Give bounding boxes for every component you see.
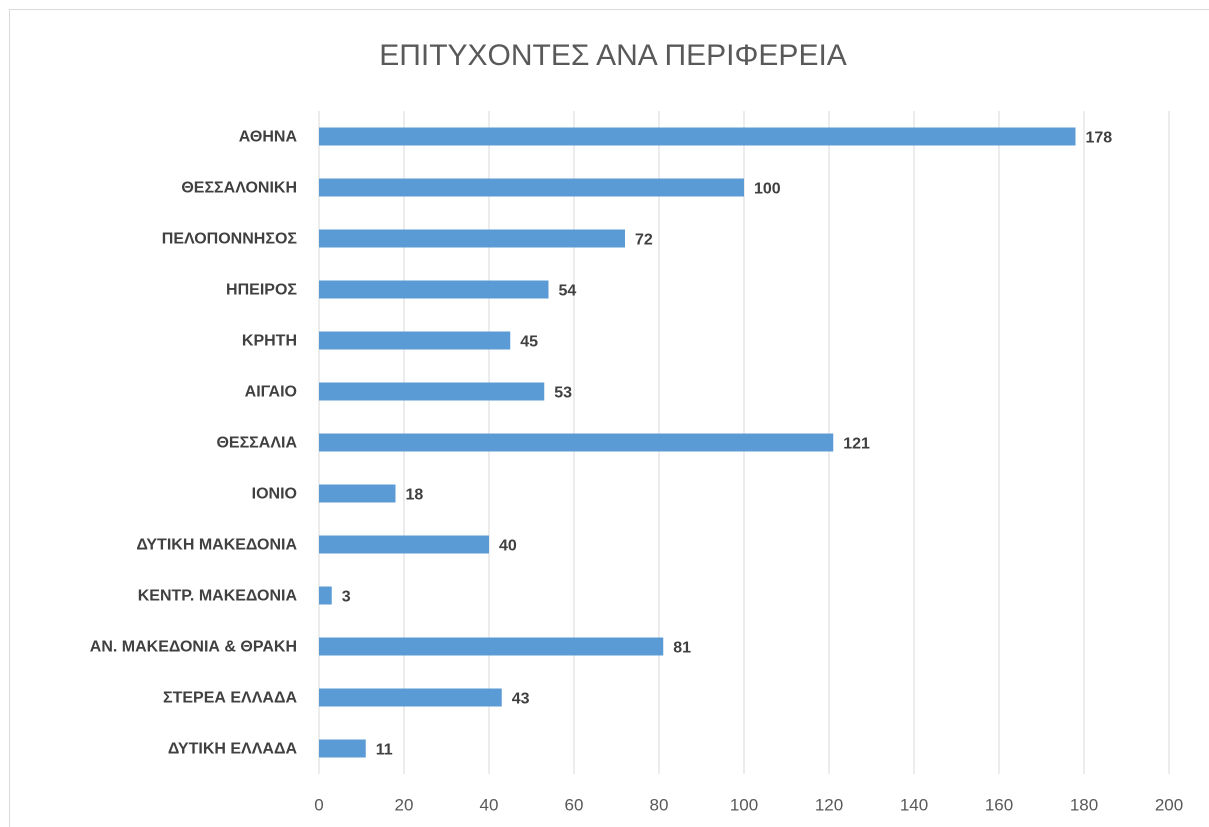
bar [319,433,834,452]
bar [319,280,549,299]
x-tick-label: 200 [1155,795,1183,814]
y-tick-label: ΣΤΕΡΕΑ ΕΛΛΑΔΑ [163,690,297,707]
x-tick-label: 160 [985,795,1013,814]
y-tick-label: ΙΟΝΙΟ [252,486,297,503]
x-tick-label: 100 [730,795,758,814]
bar [319,178,744,197]
x-tick-label: 20 [395,795,414,814]
data-label: 178 [1086,130,1113,147]
bar [319,535,489,554]
y-tick-label: ΑΙΓΑΙΟ [245,384,297,401]
bar [319,484,396,503]
y-tick-label: ΑΘΗΝΑ [239,129,298,146]
bar [319,331,511,350]
data-label: 72 [635,232,653,249]
bar [319,229,625,248]
y-tick-label: ΚΡΗΤΗ [242,333,297,350]
bar [319,127,1076,146]
data-label: 121 [843,436,870,453]
x-tick-label: 60 [565,795,584,814]
data-label: 43 [512,691,530,708]
y-tick-label: ΗΠΕΙΡΟΣ [226,282,297,299]
bar [319,739,366,758]
data-label: 18 [406,487,424,504]
data-label: 3 [342,589,351,606]
data-label: 53 [554,385,572,402]
x-tick-label: 140 [900,795,928,814]
bar [319,637,664,656]
y-tick-label: ΚΕΝΤΡ. ΜΑΚΕΔΟΝΙΑ [138,588,298,605]
data-label: 54 [559,283,577,300]
chart-title: ΕΠΙΤΥΧΟΝΤΕΣ ΑΝΑ ΠΕΡΙΦΕΡΕΙΑ [379,39,847,72]
bar [319,586,332,605]
y-tick-label: ΔΥΤΙΚΗ ΕΛΛΑΔΑ [168,741,298,758]
bar [319,688,502,707]
data-label: 45 [520,334,538,351]
y-tick-label: ΠΕΛΟΠΟΝΝΗΣΟΣ [162,231,298,248]
x-tick-label: 40 [480,795,499,814]
x-tick-label: 180 [1070,795,1098,814]
y-tick-label: ΑΝ. ΜΑΚΕΔΟΝΙΑ & ΘΡΑΚΗ [90,639,297,656]
chart-frame [9,9,1209,827]
data-label: 11 [376,742,393,759]
data-label: 81 [673,640,691,657]
y-tick-label: ΔΥΤΙΚΗ ΜΑΚΕΔΟΝΙΑ [136,537,297,554]
data-label: 40 [499,538,517,555]
x-tick-label: 80 [650,795,669,814]
bar [319,382,545,401]
data-label: 100 [754,181,781,198]
x-tick-label: 0 [314,795,323,814]
y-tick-label: ΘΕΣΣΑΛΙΑ [216,435,297,452]
y-tick-label: ΘΕΣΣΑΛΟΝΙΚΗ [181,180,297,197]
x-tick-label: 120 [815,795,843,814]
